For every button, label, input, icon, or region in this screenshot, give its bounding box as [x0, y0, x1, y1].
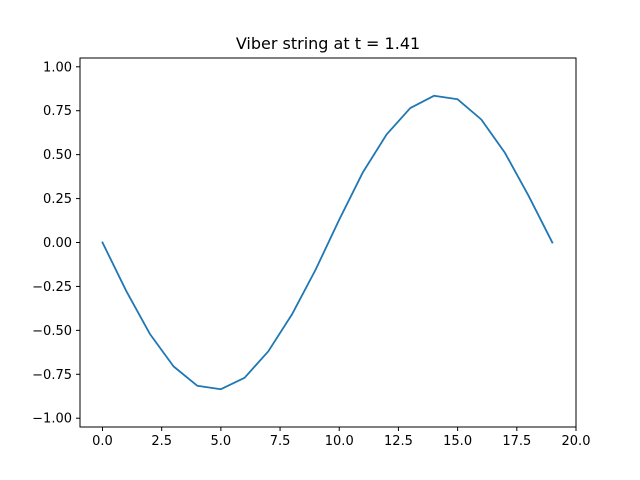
- x-tick-label: 2.5: [151, 434, 172, 449]
- y-tick-label: 0.75: [43, 104, 72, 119]
- x-tick-label: 0.0: [92, 434, 113, 449]
- y-tick-label: −1.00: [32, 412, 72, 427]
- x-tick-label: 17.5: [502, 434, 531, 449]
- x-tick-label: 15.0: [443, 434, 472, 449]
- x-tick-label: 12.5: [384, 434, 413, 449]
- chart-title: Viber string at t = 1.41: [236, 34, 420, 53]
- y-tick-label: 0.50: [43, 148, 72, 163]
- x-tick-label: 20.0: [562, 434, 591, 449]
- x-tick-label: 5.0: [211, 434, 232, 449]
- y-tick-label: −0.50: [32, 324, 72, 339]
- y-tick-label: −0.75: [32, 368, 72, 383]
- y-tick-label: 0.00: [43, 236, 72, 251]
- series-line-0: [101, 94, 554, 391]
- y-tick-label: −0.25: [32, 280, 72, 295]
- x-tick-label: 7.5: [270, 434, 291, 449]
- axes: 0.0 2.5 5.0 7.5 10.0 12.5 15.0 17.5 20.0 −1.00 −0.…: [32, 57, 591, 449]
- y-tick-label: 0.25: [43, 192, 72, 207]
- y-tick-label: 1.00: [43, 60, 72, 75]
- x-tick-label: 10.0: [325, 434, 354, 449]
